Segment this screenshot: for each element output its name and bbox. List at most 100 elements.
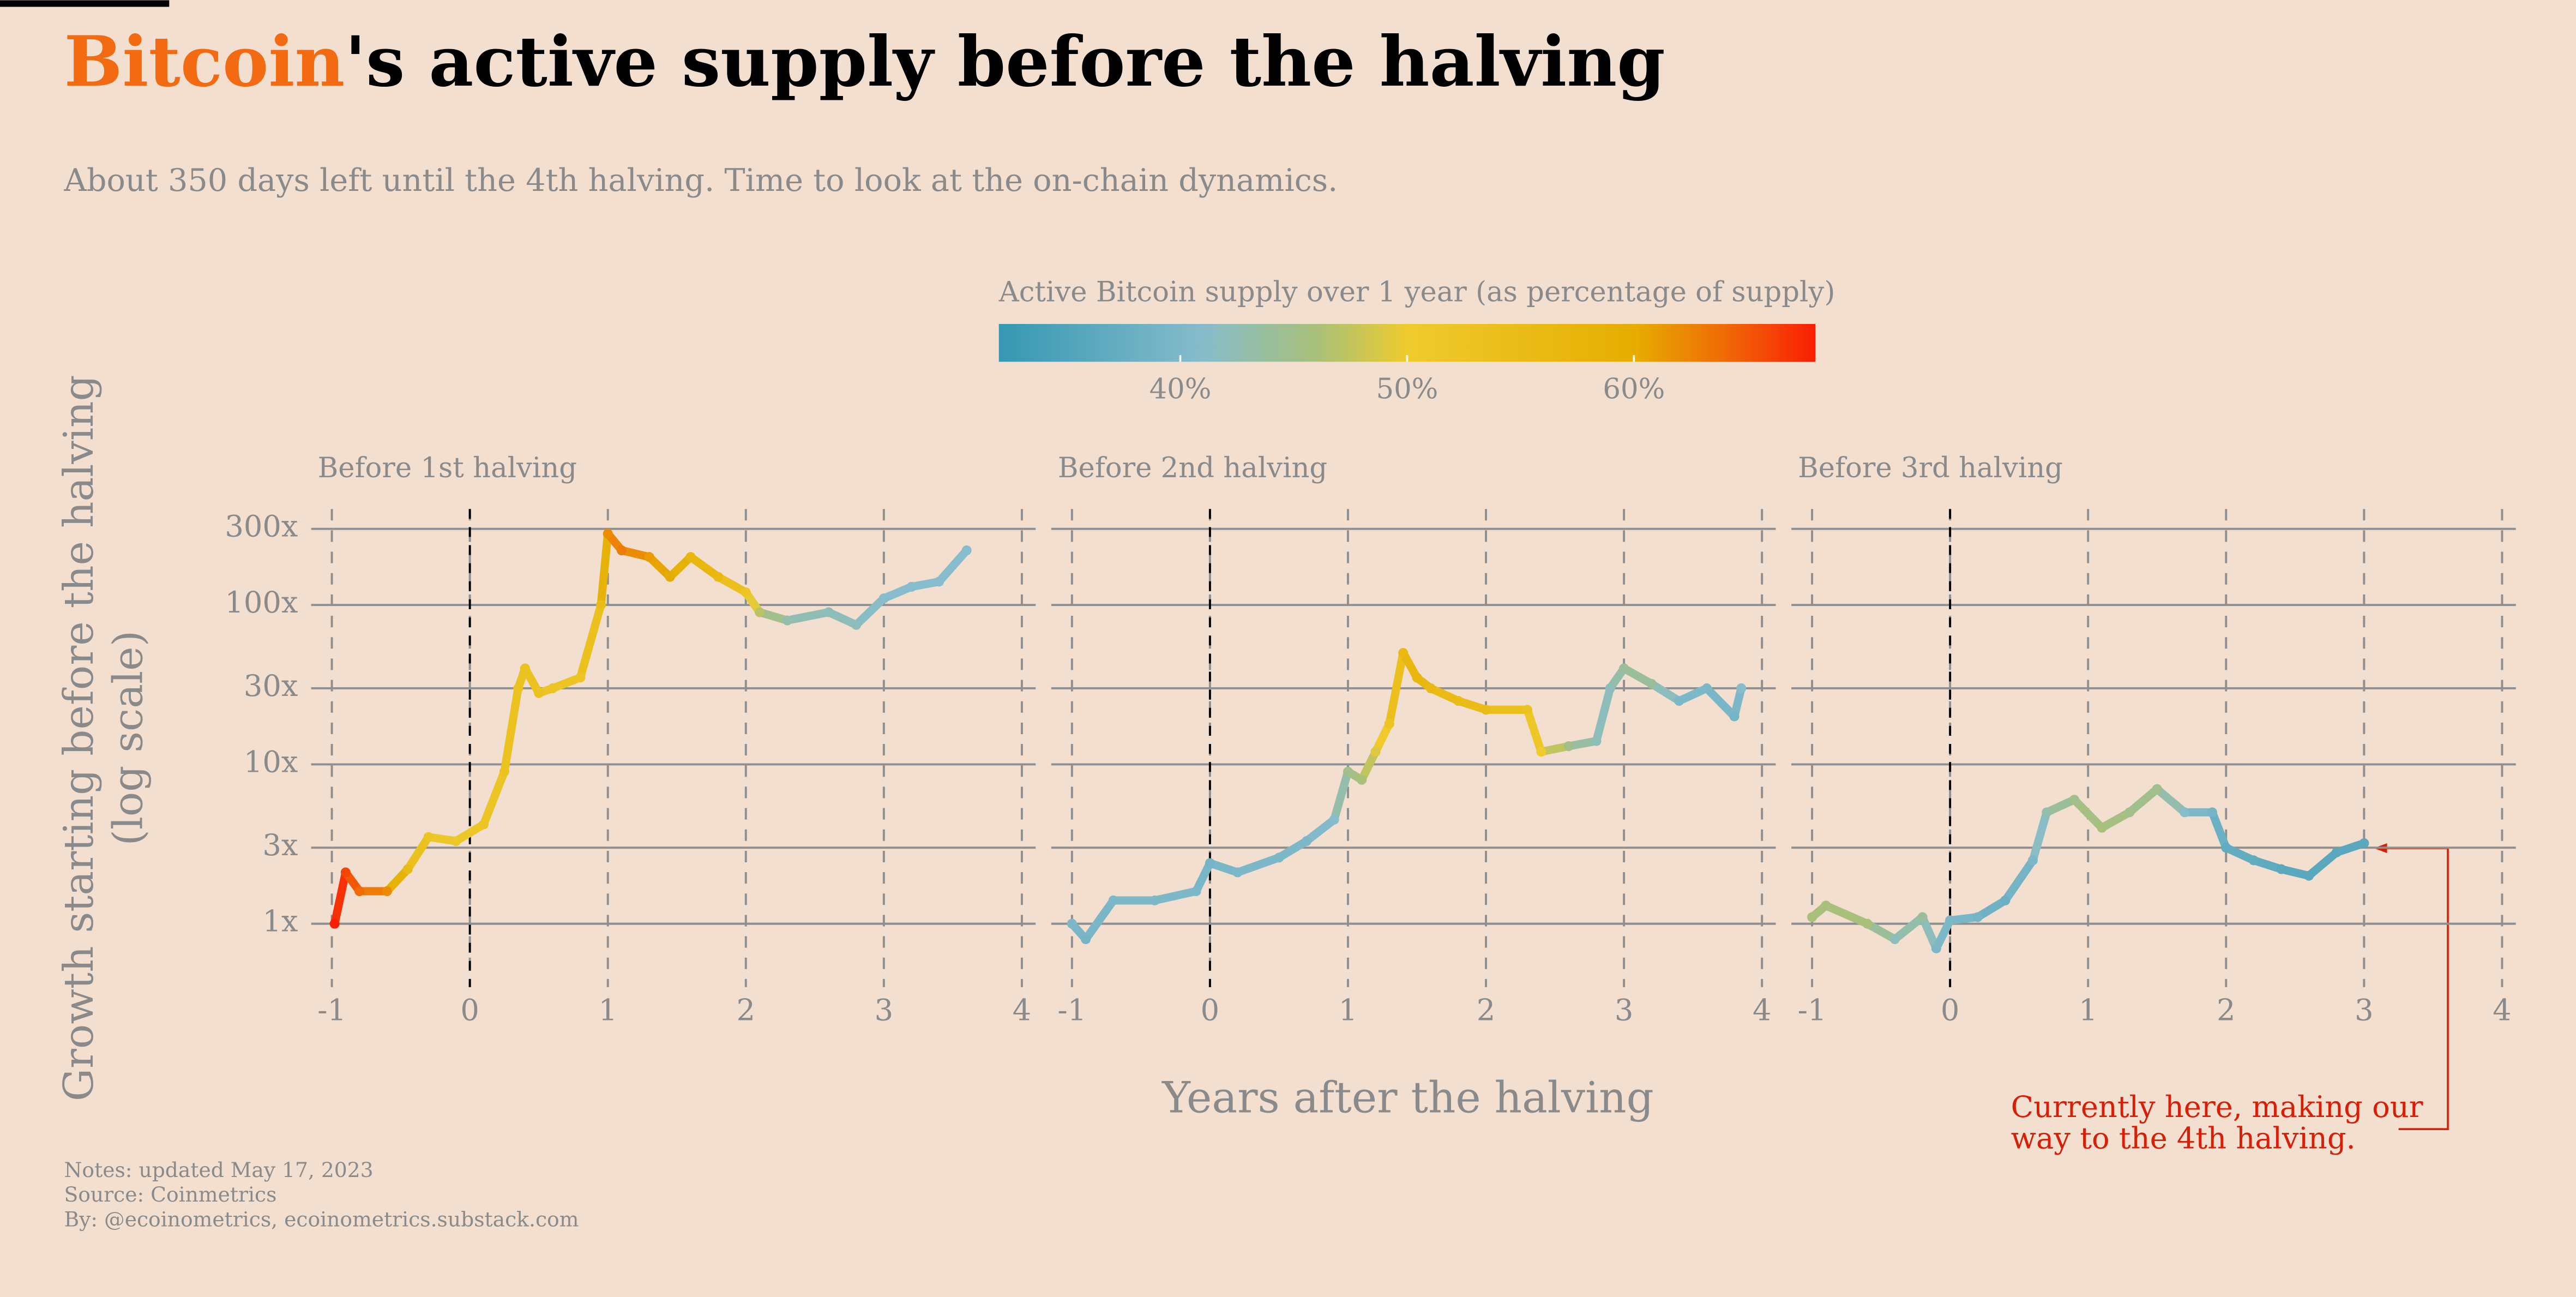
point	[1081, 934, 1091, 944]
connector	[1385, 648, 1407, 728]
point	[354, 886, 365, 897]
connector	[714, 573, 750, 597]
connector	[1357, 747, 1380, 784]
connector	[404, 833, 433, 874]
x-tick-label: 3	[2355, 993, 2374, 1027]
connector	[1592, 684, 1615, 746]
y-tick-label: 1x	[262, 904, 298, 939]
note: Notes: updated May 17, 2023	[64, 1158, 373, 1182]
x-tick-label: 0	[460, 993, 479, 1027]
point	[878, 593, 889, 604]
point	[1619, 663, 1629, 674]
point	[823, 607, 834, 617]
connector	[452, 820, 488, 845]
colorbar-title: Active Bitcoin supply over 1 year (as pe…	[998, 276, 1835, 309]
connector	[1891, 913, 1927, 944]
connector	[1523, 705, 1545, 756]
point	[478, 819, 489, 830]
corner-bar	[0, 0, 170, 7]
x-tick-label: 0	[1941, 993, 1960, 1027]
chart-title: Bitcoin's active supply before the halvi…	[64, 21, 1665, 102]
point	[2124, 807, 2135, 818]
point	[520, 663, 530, 674]
x-tick-label: 1	[1339, 993, 1358, 1027]
x-tick-label: 2	[737, 993, 756, 1027]
point	[382, 886, 392, 897]
colorbar-tick-label: 60%	[1603, 373, 1665, 406]
point	[1108, 895, 1118, 905]
point	[2221, 843, 2231, 853]
colorbar-tick-label: 50%	[1376, 373, 1439, 406]
point	[1972, 912, 1983, 922]
point	[1536, 747, 1546, 757]
connector	[1647, 680, 1683, 705]
connector	[1675, 684, 1711, 705]
x-tick-label: 0	[1201, 993, 1220, 1027]
connector	[1973, 896, 2009, 922]
connector	[1918, 913, 1941, 953]
connector	[548, 673, 585, 693]
point	[1398, 648, 1409, 658]
point	[961, 545, 972, 556]
y-axis-label: (log scale)	[104, 631, 152, 846]
point	[2359, 838, 2369, 849]
point	[1343, 766, 1353, 777]
x-tick-label: -1	[317, 993, 346, 1027]
point	[1591, 736, 1602, 746]
connector	[935, 546, 971, 586]
point	[1646, 678, 1657, 689]
point	[2069, 795, 2079, 805]
x-tick-label: 1	[598, 993, 617, 1027]
point	[1807, 912, 1817, 922]
point	[2180, 807, 2190, 818]
point	[1302, 836, 1312, 846]
connector	[824, 608, 860, 629]
point	[1701, 683, 1712, 694]
point	[1674, 696, 1684, 706]
connector	[383, 865, 412, 896]
x-tick-label: 1	[2079, 993, 2097, 1027]
x-tick-label: 2	[1477, 993, 1495, 1027]
point	[1522, 705, 1532, 715]
connector	[2097, 808, 2134, 832]
point	[2207, 807, 2218, 818]
point	[575, 672, 586, 683]
point	[1067, 918, 1077, 929]
connector	[2029, 808, 2051, 864]
point	[1274, 852, 1284, 863]
connector	[500, 684, 522, 776]
point	[906, 581, 917, 592]
point	[2027, 855, 2038, 866]
point	[547, 683, 558, 694]
x-tick-label: 3	[875, 993, 893, 1027]
connector	[852, 594, 888, 629]
point	[596, 600, 606, 610]
point	[685, 552, 696, 562]
annotation: way to the 4th halving.	[2011, 1121, 2356, 1155]
title-rest: 's active supply before the halving	[345, 21, 1665, 102]
point	[1149, 895, 1160, 905]
connector	[1863, 920, 1899, 944]
connector	[2304, 848, 2341, 880]
connector	[687, 553, 723, 581]
connector	[1274, 837, 1311, 862]
y-tick-label: 100x	[225, 585, 298, 620]
point	[755, 607, 765, 617]
facet-title: Before 3rd halving	[1798, 452, 2063, 484]
connector	[880, 583, 916, 603]
point	[2152, 784, 2162, 794]
connector	[1192, 858, 1214, 896]
point	[1370, 747, 1381, 757]
point	[665, 572, 675, 582]
point	[499, 766, 509, 777]
connector	[1427, 684, 1462, 705]
x-tick-label: -1	[1798, 993, 1827, 1027]
connector	[1821, 901, 1871, 928]
point	[2248, 855, 2259, 866]
point	[1480, 705, 1491, 715]
connector	[2208, 808, 2230, 852]
point	[2304, 870, 2314, 881]
facet-title: Before 2nd halving	[1058, 452, 1327, 484]
annotation: Currently here, making our	[2011, 1090, 2423, 1124]
